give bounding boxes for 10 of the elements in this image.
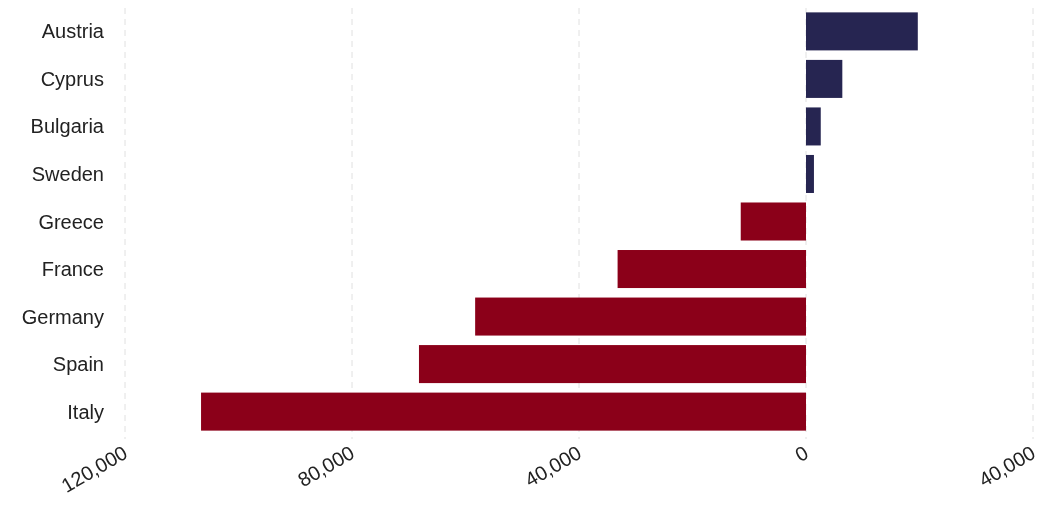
y-tick-label: Sweden	[31, 162, 104, 185]
y-tick-label: Bulgaria	[30, 115, 105, 138]
y-tick-label: Spain	[52, 353, 104, 376]
y-tick-label: Germany	[21, 305, 104, 328]
y-tick-label: Austria	[41, 20, 105, 43]
y-tick-label: Cyprus	[40, 67, 104, 90]
y-tick-label: Greece	[38, 210, 104, 233]
y-tick-label: Italy	[67, 400, 104, 423]
x-tick-label: 0	[791, 441, 812, 467]
y-tick-label: France	[41, 258, 104, 281]
